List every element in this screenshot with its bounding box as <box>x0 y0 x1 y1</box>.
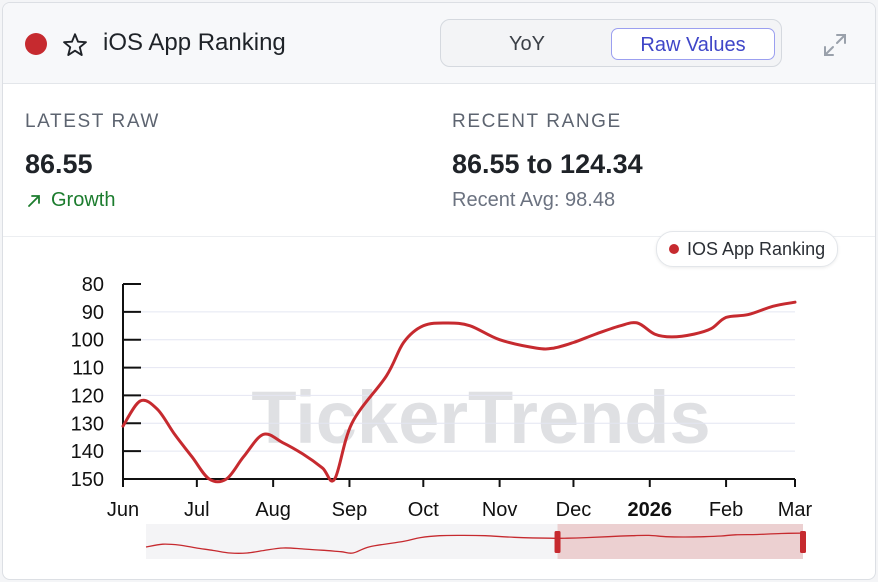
legend[interactable]: IOS App Ranking <box>656 231 839 267</box>
y-tick-label: 150 <box>71 469 104 491</box>
y-tick-label: 90 <box>82 302 104 324</box>
y-tick-label: 140 <box>71 441 104 463</box>
legend-label: IOS App Ranking <box>687 239 826 259</box>
latest-raw-value: 86.55 <box>25 149 93 179</box>
y-tick-label: 100 <box>71 330 104 352</box>
x-tick-label: Sep <box>332 499 368 521</box>
x-tick-label: 2026 <box>628 499 673 521</box>
expand-icon[interactable] <box>821 31 849 59</box>
status-dot-icon <box>25 33 47 55</box>
navigator-selection <box>557 524 803 559</box>
series-line <box>121 300 797 484</box>
recent-range-label: RECENT RANGE <box>452 111 622 132</box>
x-tick-label: Jun <box>107 499 139 521</box>
recent-range-value: 86.55 to 124.34 <box>452 149 643 179</box>
divider <box>3 236 875 237</box>
legend-swatch <box>669 244 679 254</box>
navigator-track <box>146 524 803 559</box>
star-icon[interactable] <box>61 31 89 59</box>
navigator-handle[interactable] <box>554 531 561 553</box>
x-tick-label: Feb <box>709 499 743 521</box>
recent-avg: Recent Avg: 98.48 <box>452 189 616 211</box>
x-tick-label: Dec <box>556 499 592 521</box>
view-toggle: YoY Raw Values <box>440 19 782 67</box>
y-tick-label: 120 <box>71 385 104 407</box>
growth-label: Growth <box>51 189 116 211</box>
y-tick-label: 80 <box>82 274 104 296</box>
growth-indicator: Growth <box>27 189 115 212</box>
y-tick-label: 130 <box>71 413 104 435</box>
arrow-up-right-icon <box>28 195 40 207</box>
x-tick-label: Aug <box>255 499 291 521</box>
navigator-line <box>145 532 804 554</box>
watermark: TickerTrends <box>251 376 710 459</box>
latest-raw-label: LATEST RAW <box>25 111 160 132</box>
x-tick-label: Mar <box>778 499 813 521</box>
navigator-handle[interactable] <box>800 531 806 553</box>
y-tick-label: 110 <box>72 358 104 380</box>
card-header: iOS App Ranking YoY Raw Values <box>3 3 875 84</box>
chart-title: iOS App Ranking <box>103 29 286 56</box>
x-tick-label: Jul <box>184 499 210 521</box>
raw-values-button[interactable]: Raw Values <box>611 28 775 60</box>
x-tick-label: Oct <box>408 499 440 521</box>
yoy-button[interactable]: YoY <box>509 33 545 55</box>
x-tick-label: Nov <box>482 499 518 521</box>
